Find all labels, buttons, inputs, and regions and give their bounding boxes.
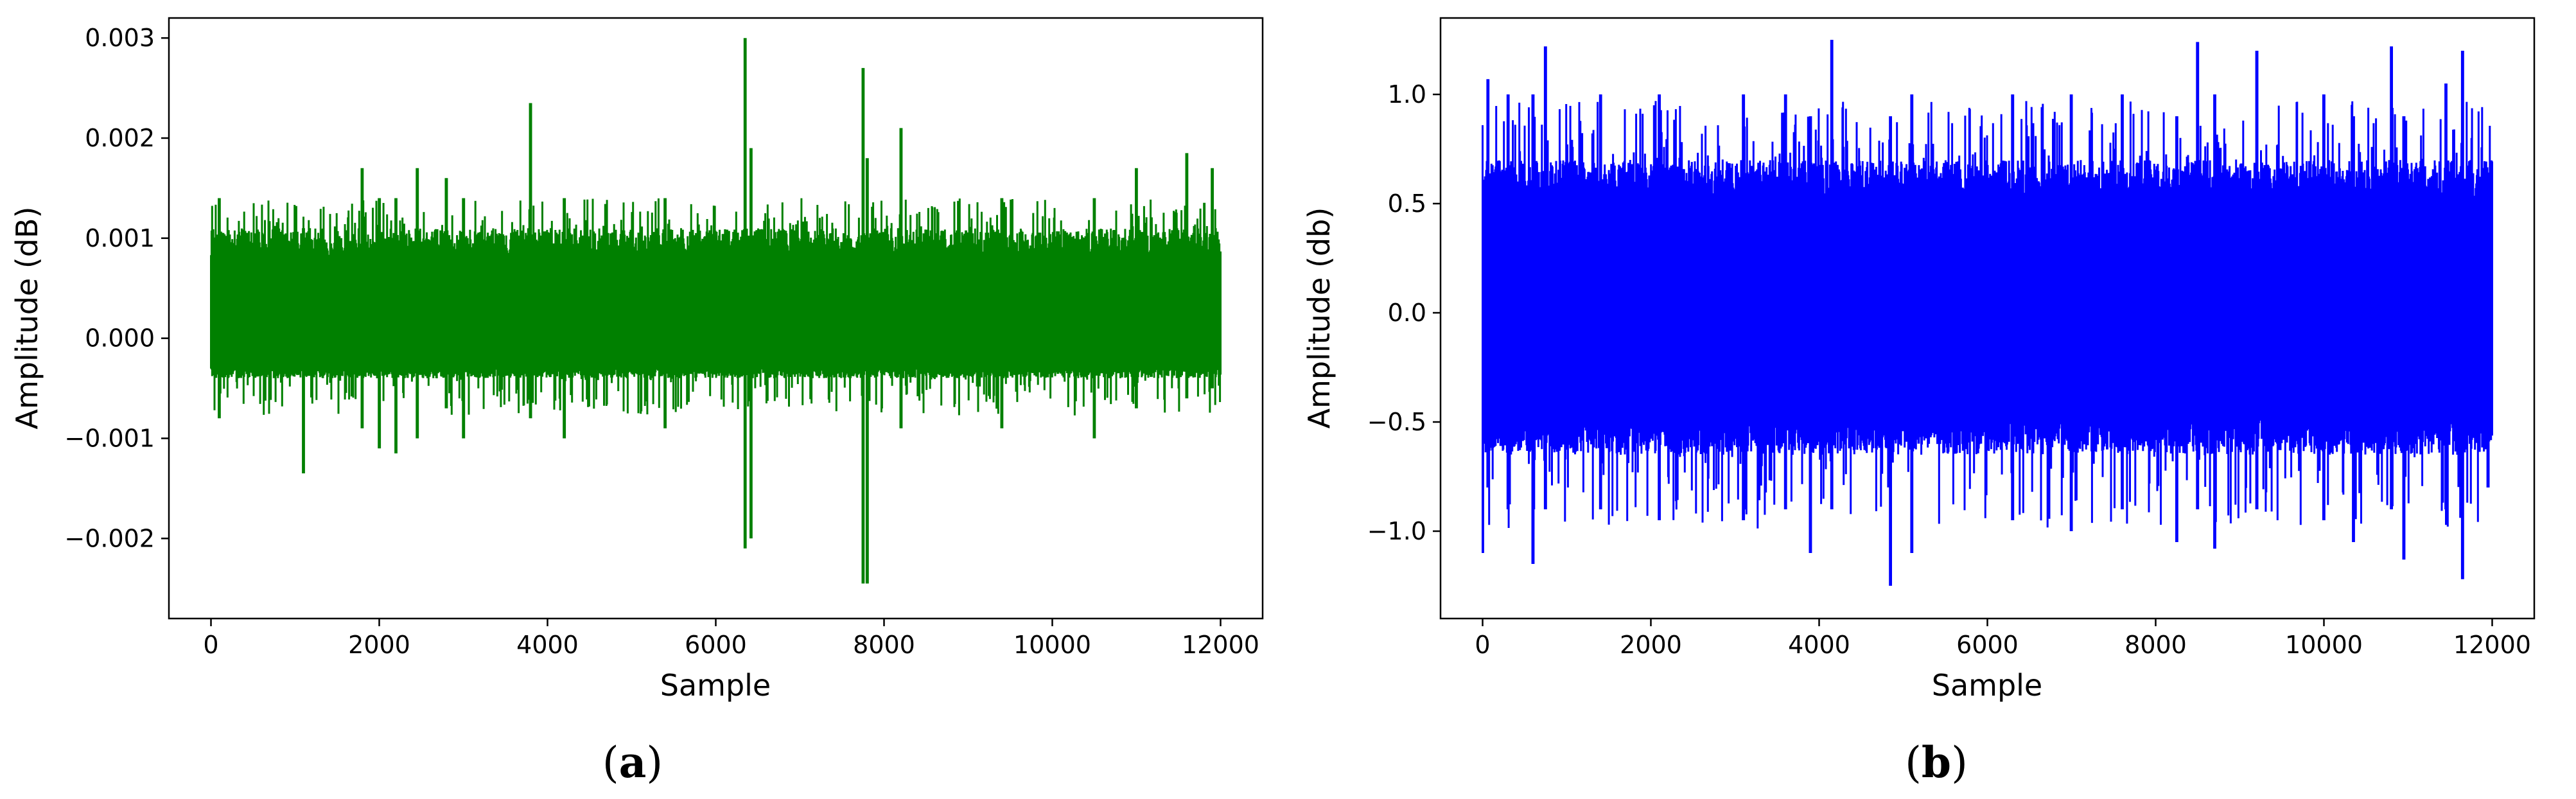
- panel-b-x-tick-label: 6000: [1956, 631, 2019, 659]
- panel-a-caption: (a): [602, 737, 663, 787]
- panel-a-x-axis: 0 2000 4000 6000 8000 10000 12000: [203, 619, 1259, 659]
- panel-a-y-axis-title: Amplitude (dB): [10, 207, 44, 430]
- panel-a-y-axis: −0.002 −0.001 0.000 0.001 0.002 0.003: [64, 24, 169, 552]
- panel-b-y-tick-label: 1.0: [1388, 80, 1426, 109]
- panel-b-x-tick-label: 4000: [1788, 631, 1850, 659]
- panel-b-y-axis-title: Amplitude (db): [1302, 207, 1336, 429]
- panel-a-x-tick-label: 6000: [685, 631, 747, 659]
- panel-a-y-tick-label: 0.001: [85, 224, 155, 252]
- panel-a-x-tick-label: 10000: [1013, 631, 1091, 659]
- panel-a-x-tick-label: 12000: [1182, 631, 1259, 659]
- panel-b-y-tick-label: 0.5: [1388, 189, 1426, 218]
- panel-a: 0 2000 4000 6000 8000 10000 12000 −0.002 −0.001…: [10, 17, 1264, 787]
- panel-a-x-axis-title: Sample: [660, 668, 771, 703]
- panel-a-y-tick-label: 0.002: [85, 124, 155, 152]
- panel-b-caption: (b): [1905, 737, 1968, 787]
- panel-b-y-tick-label: −1.0: [1367, 517, 1426, 545]
- panel-b-y-tick-label: 0.0: [1388, 299, 1426, 327]
- panel-b-x-tick-label: 10000: [2285, 631, 2363, 659]
- panel-b-x-axis: 0 2000 4000 6000 8000 10000 12000: [1475, 619, 2531, 659]
- panel-b-y-axis: −1.0 −0.5 0.0 0.5 1.0: [1367, 80, 1441, 545]
- panel-a-signal-line: [210, 38, 1222, 584]
- panel-a-x-tick-label: 8000: [853, 631, 915, 659]
- panel-a-y-tick-label: 0.003: [85, 24, 155, 52]
- panel-a-y-tick-label: −0.001: [64, 425, 155, 453]
- panel-b-x-tick-label: 8000: [2125, 631, 2187, 659]
- panel-b-x-tick-label: 0: [1475, 631, 1490, 659]
- panel-b-x-tick-label: 12000: [2453, 631, 2531, 659]
- panel-a-y-tick-label: −0.002: [64, 524, 155, 552]
- panel-b: 0 2000 4000 6000 8000 10000 12000 −1.0 −0.5 0.0 0…: [1302, 17, 2536, 787]
- panel-a-x-tick-label: 0: [203, 631, 218, 659]
- panel-b-signal-line: [1482, 40, 2493, 586]
- panel-a-x-tick-label: 4000: [516, 631, 579, 659]
- panel-b-y-tick-label: −0.5: [1367, 408, 1426, 436]
- panel-a-y-tick-label: 0.000: [85, 324, 155, 353]
- panel-b-x-tick-label: 2000: [1620, 631, 1682, 659]
- panel-a-x-tick-label: 2000: [348, 631, 410, 659]
- panel-b-x-axis-title: Sample: [1932, 668, 2042, 703]
